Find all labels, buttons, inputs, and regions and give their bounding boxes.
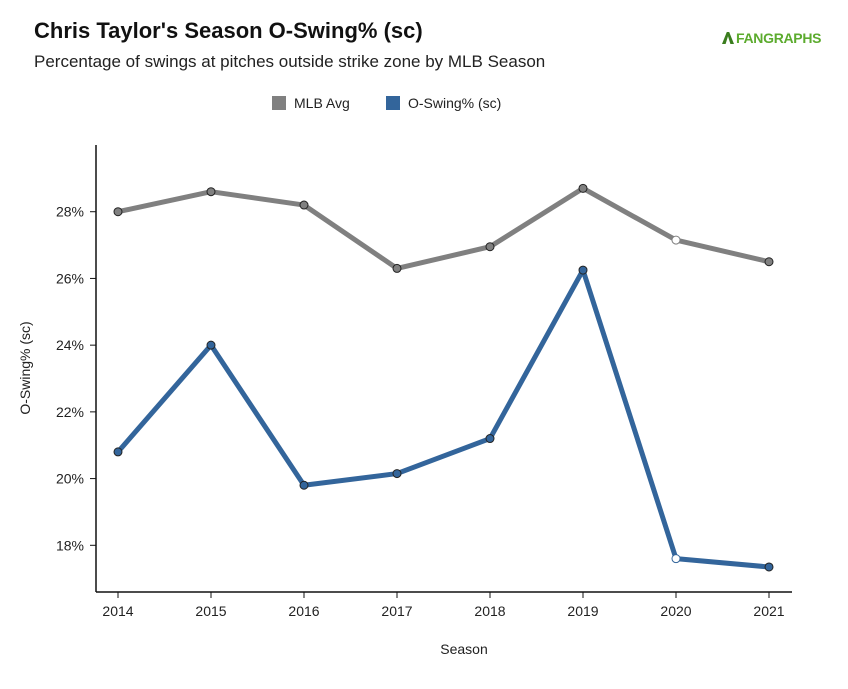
x-tick-label: 2020 [660,603,691,619]
y-tick-label: 18% [56,537,84,553]
legend-label-o-swing: O-Swing% (sc) [408,95,502,111]
data-point [578,183,588,193]
series-layer [113,183,774,572]
legend-swatch-o-swing [386,96,400,110]
legend: MLB Avg O-Swing% (sc) [0,95,848,117]
chart-title: Chris Taylor's Season O-Swing% (sc) [34,18,423,43]
data-point [764,562,774,572]
data-point [578,265,588,275]
data-point [299,200,309,210]
x-tick-label: 2017 [381,603,412,619]
data-point [299,480,309,490]
chart-subtitle: Percentage of swings at pitches outside … [34,52,546,71]
data-point [485,434,495,444]
x-tick-label: 2019 [567,603,598,619]
data-point [206,187,216,197]
y-tick-label: 24% [56,337,84,353]
y-axis-title: O-Swing% (sc) [17,321,33,414]
legend-label-mlb-avg: MLB Avg [294,95,350,111]
x-tick-label: 2018 [474,603,505,619]
x-tick-label: 2015 [195,603,226,619]
fangraphs-logo: FANGRAPHS [722,30,822,46]
y-tick-label: 20% [56,471,84,487]
data-point [113,207,123,217]
data-point [206,340,216,350]
x-tick-label: 2016 [288,603,319,619]
data-point [671,554,681,564]
x-axis-title: Season [440,641,487,657]
series-line-1 [115,267,772,570]
axes: 18% 20% 22% 24% 26% 28% 2014 2015 2016 2017 2018 20… [56,145,792,619]
y-tick-label: 22% [56,404,84,420]
data-point [671,235,681,245]
y-tick-label: 28% [56,204,84,220]
x-tick-label: 2014 [102,603,133,619]
data-point [392,469,402,479]
x-tick-label: 2021 [753,603,784,619]
legend-swatch-mlb-avg [272,96,286,110]
y-tick-label: 26% [56,270,84,286]
data-point [485,242,495,252]
data-point [392,263,402,273]
series-line-0 [115,185,772,271]
legend-item-o-swing[interactable]: O-Swing% (sc) [386,95,501,111]
logo-text: FANGRAPHS [736,30,822,46]
data-point [764,257,774,267]
data-point [113,447,123,457]
legend-item-mlb-avg[interactable]: MLB Avg [272,95,350,111]
